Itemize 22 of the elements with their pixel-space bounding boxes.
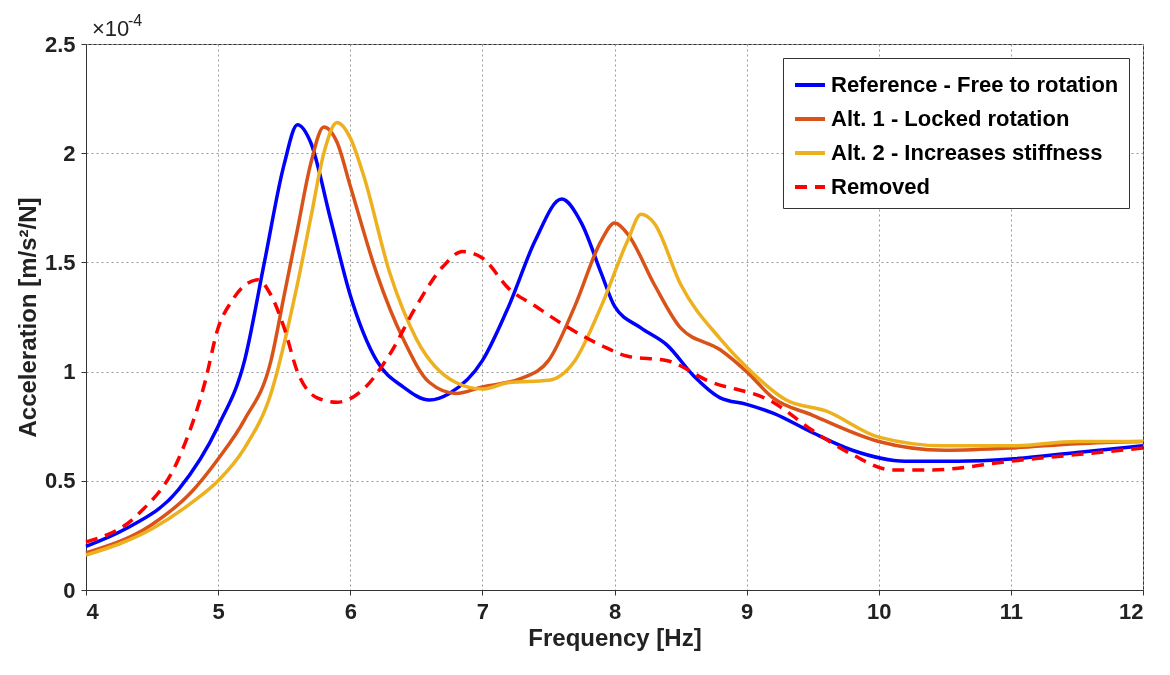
y-tick-label: 0.5 bbox=[44, 468, 76, 494]
x-tick-label: 11 bbox=[999, 598, 1024, 624]
x-axis-title: Frequency [Hz] bbox=[528, 623, 702, 651]
line-series bbox=[84, 249, 1145, 544]
legend-label: Alt. 2 - Increases stiffness bbox=[831, 140, 1103, 165]
legend-label: Reference - Free to rotation bbox=[831, 72, 1119, 97]
x-tick-label: 8 bbox=[608, 598, 622, 624]
x-tick-label: 12 bbox=[1119, 598, 1144, 624]
x-tick-label: 7 bbox=[476, 598, 489, 624]
x-tick-label: 4 bbox=[86, 598, 100, 624]
x-tick-label: 10 bbox=[867, 598, 892, 624]
y-tick-label: 0 bbox=[63, 577, 76, 603]
x-tick-label: 5 bbox=[212, 598, 225, 624]
y-tick-label: 1.5 bbox=[44, 249, 76, 275]
legend-label: Removed bbox=[831, 174, 931, 199]
y-tick-label: 1 bbox=[63, 359, 76, 385]
y-tick-label: 2 bbox=[63, 140, 76, 166]
y-axis-title: Acceleration [m/s²/N] bbox=[13, 197, 41, 438]
x-tick-label: 6 bbox=[344, 598, 357, 624]
y-tick-label: 2.5 bbox=[44, 31, 76, 57]
legend-label: Alt. 1 - Locked rotation bbox=[831, 106, 1070, 131]
x-tick-label: 9 bbox=[741, 598, 754, 624]
